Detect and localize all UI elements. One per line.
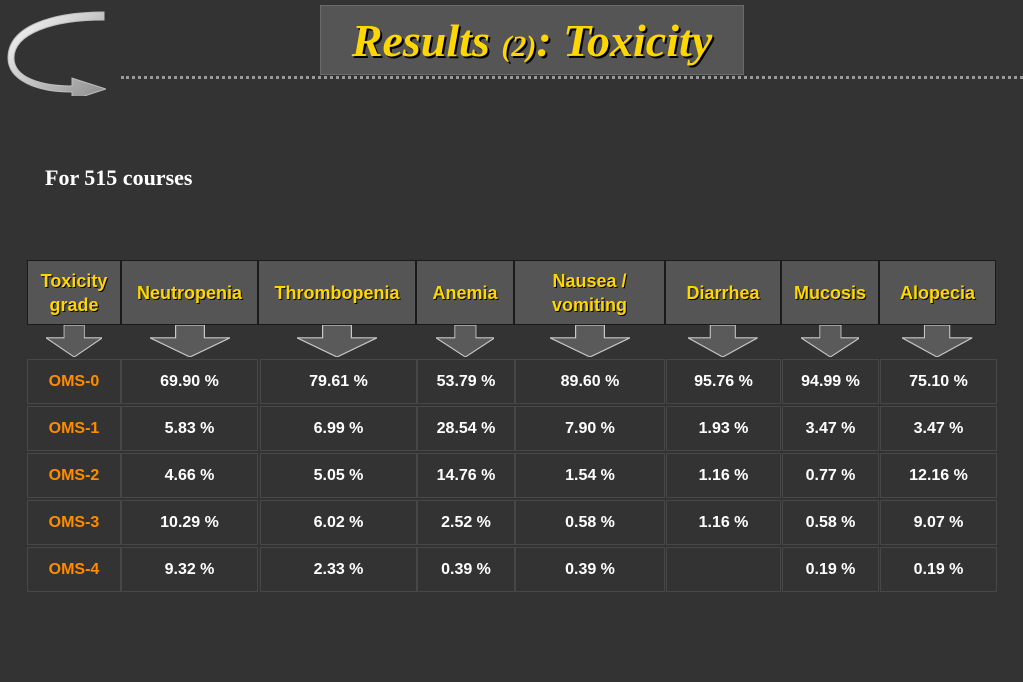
table-cell-anemia: 0.39 % [417, 547, 515, 592]
title-box: Results (2): Toxicity [320, 5, 744, 75]
page-title: Results (2): Toxicity [352, 14, 712, 67]
table-cell-anemia: 53.79 % [417, 359, 515, 404]
title-divider [121, 76, 1023, 79]
table-cell-nausea: 0.39 % [515, 547, 665, 592]
table-cell-diarrhea: 1.93 % [666, 406, 781, 451]
table-cell-diarrhea [666, 547, 781, 592]
table-cell-alopecia: 0.19 % [880, 547, 997, 592]
table-cell-diarrhea: 1.16 % [666, 453, 781, 498]
table-cell-neutropenia: 10.29 % [121, 500, 258, 545]
grade-label: OMS-1 [27, 406, 121, 451]
table-cell-alopecia: 9.07 % [880, 500, 997, 545]
table-cell-anemia: 28.54 % [417, 406, 515, 451]
table-cell-diarrhea: 95.76 % [666, 359, 781, 404]
table-cell-diarrhea: 1.16 % [666, 500, 781, 545]
table-cell-thrombopenia: 6.99 % [260, 406, 417, 451]
table-cell-mucosis: 3.47 % [782, 406, 879, 451]
down-arrow-icon [902, 325, 973, 357]
header-nausea: Nausea / vomiting [514, 260, 665, 325]
header-grade: Toxicity grade [27, 260, 121, 325]
title-tail: : Toxicity [536, 14, 713, 66]
table-cell-neutropenia: 4.66 % [121, 453, 258, 498]
header-alopecia: Alopecia [879, 260, 996, 325]
table-cell-alopecia: 3.47 % [880, 406, 997, 451]
table-cell-mucosis: 94.99 % [782, 359, 879, 404]
header-anemia: Anemia [416, 260, 514, 325]
down-arrow-icon [297, 325, 377, 357]
grade-label: OMS-0 [27, 359, 121, 404]
grade-label: OMS-3 [27, 500, 121, 545]
table-cell-thrombopenia: 79.61 % [260, 359, 417, 404]
down-arrow-icon [688, 325, 758, 357]
table-cell-neutropenia: 9.32 % [121, 547, 258, 592]
curved-arrow-icon [7, 11, 106, 96]
table-cell-mucosis: 0.19 % [782, 547, 879, 592]
down-arrow-icon [800, 325, 860, 357]
table-cell-anemia: 14.76 % [417, 453, 515, 498]
title-main: Results [351, 14, 502, 66]
down-arrow-icon [435, 325, 495, 357]
header-neutropenia: Neutropenia [121, 260, 258, 325]
title-number: (2) [501, 29, 537, 63]
down-arrow-icon [549, 325, 630, 357]
table-cell-mucosis: 0.58 % [782, 500, 879, 545]
table-cell-nausea: 7.90 % [515, 406, 665, 451]
subtitle: For 515 courses [45, 165, 193, 190]
table-cell-nausea: 1.54 % [515, 453, 665, 498]
grade-label: OMS-4 [27, 547, 121, 592]
table-cell-thrombopenia: 6.02 % [260, 500, 417, 545]
table-cell-nausea: 89.60 % [515, 359, 665, 404]
down-arrow-icon [149, 325, 230, 357]
table-cell-neutropenia: 5.83 % [121, 406, 258, 451]
header-thrombopenia: Thrombopenia [258, 260, 416, 325]
grade-label: OMS-2 [27, 453, 121, 498]
table-cell-alopecia: 12.16 % [880, 453, 997, 498]
header-diarrhea: Diarrhea [665, 260, 781, 325]
header-mucosis: Mucosis [781, 260, 879, 325]
table-cell-neutropenia: 69.90 % [121, 359, 258, 404]
table-cell-anemia: 2.52 % [417, 500, 515, 545]
table-cell-nausea: 0.58 % [515, 500, 665, 545]
table-cell-alopecia: 75.10 % [880, 359, 997, 404]
table-cell-mucosis: 0.77 % [782, 453, 879, 498]
table-cell-thrombopenia: 2.33 % [260, 547, 417, 592]
table-cell-thrombopenia: 5.05 % [260, 453, 417, 498]
down-arrow-icon [45, 325, 103, 357]
